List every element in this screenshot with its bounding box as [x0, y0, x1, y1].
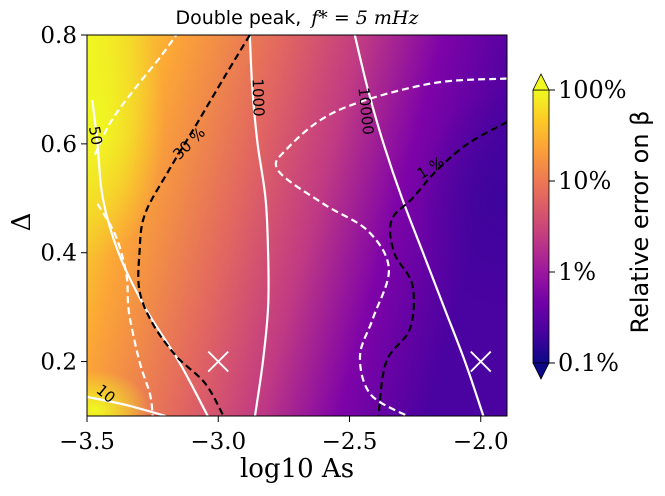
contour-label-snr-1000: 1000 [248, 78, 267, 117]
x-tick-label: −2.0 [453, 429, 509, 455]
chart-title: Double peak, f* = 5 mHz [175, 7, 419, 29]
colorbar-ticks: 0.1% 1% 10% 100% [549, 76, 627, 377]
x-marker-1 [207, 350, 229, 373]
plot-frame [86, 34, 508, 417]
y-tick-label: 0.6 [40, 132, 77, 158]
white-dashed-contour-3 [274, 77, 507, 416]
snr-contour-50 [91, 100, 209, 416]
colorbar-extend-top [532, 73, 550, 91]
error-contour-1 [377, 121, 507, 416]
colorbar-tick-label: 1% [558, 258, 596, 286]
x-tick-label: −3.0 [190, 429, 246, 455]
x-axis: −3.5 −3.0 −2.5 −2.0 [59, 416, 509, 455]
contour-label-snr-10000: 10000 [354, 86, 377, 135]
colorbar-gradient [532, 89, 550, 364]
y-axis-label: Δ [7, 213, 37, 232]
low-error-region [420, 90, 507, 310]
colorbar-tick-label: 100% [558, 76, 627, 104]
colorbar-label: Relative error on β [626, 111, 654, 334]
x-marker-2 [470, 350, 492, 373]
high-error-region [87, 35, 165, 260]
white-dashed-contour-2 [96, 203, 154, 416]
colorbar-tick-label: 10% [558, 167, 611, 195]
colorbar-tick-label: 0.1% [558, 349, 619, 377]
white-dashed-contour-1 [93, 35, 178, 156]
snr-contour-1000 [248, 35, 270, 416]
x-tick-label: −3.5 [59, 429, 115, 455]
y-tick-label: 0.8 [40, 23, 77, 49]
y-tick-label: 0.2 [40, 350, 77, 376]
marker-layer [207, 350, 492, 373]
snr-contour-10000 [353, 35, 485, 416]
high-error-region-bottom [87, 370, 150, 416]
error-contour-30 [137, 35, 251, 416]
x-tick-label: −2.5 [322, 429, 378, 455]
colorbar: 0.1% 1% 10% 100% Relative error on β [532, 73, 654, 380]
contour-label-snr-50: 50 [85, 125, 106, 147]
snr-contour-10 [87, 395, 166, 416]
y-axis: 0.2 0.4 0.6 0.8 [40, 23, 87, 376]
colorbar-extend-bottom [532, 362, 550, 380]
contour-layer [87, 35, 507, 416]
x-axis-label: log10 As [240, 454, 354, 484]
y-tick-label: 0.4 [40, 241, 77, 267]
